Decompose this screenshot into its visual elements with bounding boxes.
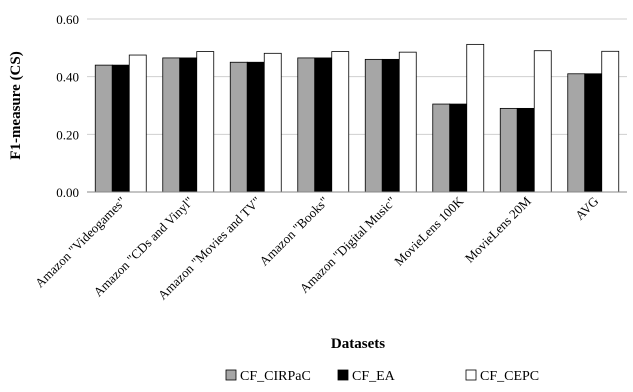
bar-cf-cepc [466, 43, 485, 193]
bar-cf-ea [246, 61, 265, 193]
bar-cf-cepc [398, 51, 417, 193]
bar-cf-cirpac [297, 57, 316, 193]
legend-label: CF_CEPC [480, 369, 539, 384]
legend-label: CF_EA [352, 369, 396, 384]
legend: CF_CIRPaC CF_EA CF_CEPC [225, 369, 539, 384]
bar-cf-cepc [331, 51, 350, 193]
bar-cf-ea [449, 103, 468, 193]
legend-swatch [225, 369, 237, 381]
bar-cf-ea [179, 57, 198, 193]
bar-cf-cepc [196, 51, 215, 193]
bar-cf-cepc [533, 50, 552, 193]
x-tick-label: MovieLens 20M [462, 193, 534, 265]
x-tick-label: MovieLens 100K [391, 193, 467, 269]
y-tick-label: 0.20 [56, 127, 79, 142]
y-tick-label: 0.00 [56, 185, 79, 200]
bar-cf-ea [516, 107, 535, 193]
bar-cf-cirpac [364, 58, 383, 193]
y-tick-label: 0.40 [56, 70, 79, 85]
x-axis-title: Datasets [331, 336, 385, 352]
legend-label: CF_CIRPaC [240, 369, 311, 384]
bars [94, 43, 620, 193]
legend-swatch [465, 369, 477, 381]
bar-cf-ea [111, 64, 130, 193]
bar-cf-cirpac [499, 107, 518, 193]
bar-cf-cepc [263, 52, 282, 193]
legend-swatch [337, 369, 349, 381]
y-axis-ticks: 0.00 0.20 0.40 0.60 [56, 12, 79, 200]
x-tick-label: AVG [572, 194, 601, 223]
y-tick-label: 0.60 [56, 12, 79, 27]
bar-cf-cirpac [162, 57, 181, 193]
bar-cf-ea [314, 57, 333, 193]
bar-cf-ea [381, 58, 400, 193]
x-axis-ticks: Amazon "Videogames"Amazon "CDs and Vinyl… [32, 193, 601, 303]
bar-cf-cirpac [432, 103, 451, 193]
y-axis-title: F1-measure (CS) [8, 51, 24, 159]
bar-cf-cepc [601, 50, 620, 193]
bar-cf-cepc [128, 54, 147, 193]
x-tick-label: Amazon "Books" [256, 194, 331, 269]
bar-cf-cirpac [567, 73, 586, 193]
bar-cf-cirpac [229, 61, 248, 193]
bar-cf-ea [584, 73, 603, 193]
bar-cf-cirpac [94, 64, 113, 193]
